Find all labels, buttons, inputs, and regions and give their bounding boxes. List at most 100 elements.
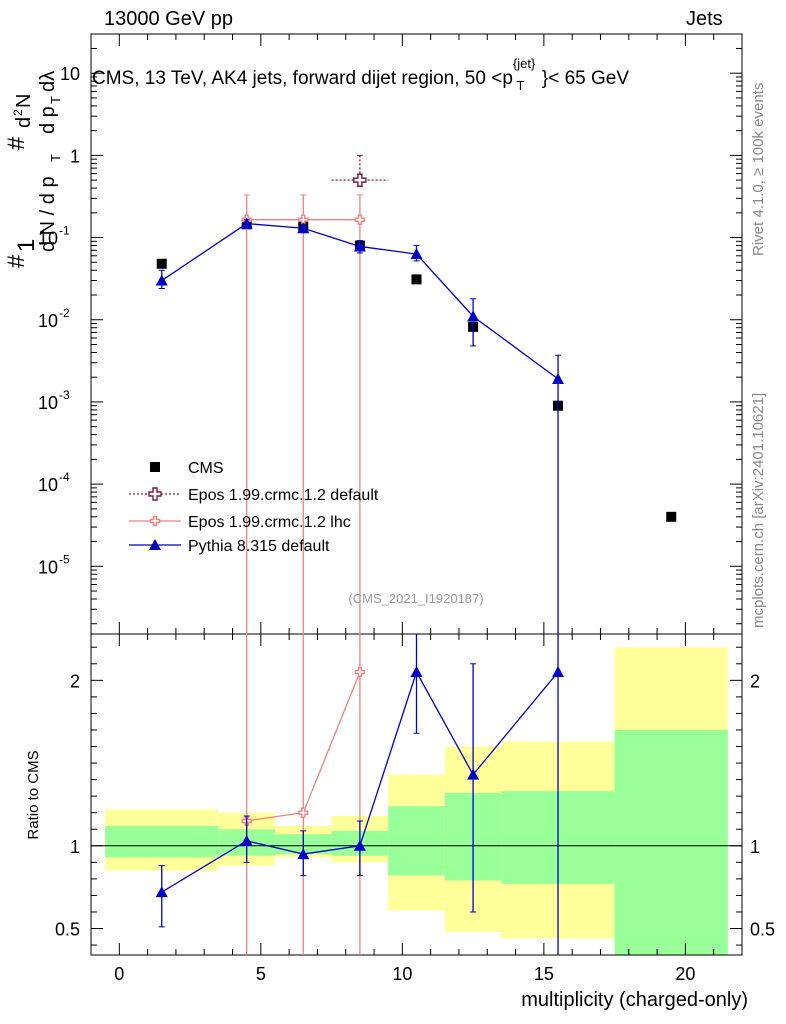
legend-entry-2: Epos 1.99.crmc.1.2 lhc xyxy=(129,514,351,531)
analysis-watermark: (CMS_2021_I1920187) xyxy=(348,591,483,606)
y-tick-label-1: 10 -4 xyxy=(38,470,70,495)
main-point-3-6 xyxy=(552,373,565,385)
ratio-point-1-1 xyxy=(240,834,253,846)
analysis-type-label: Jets xyxy=(686,8,723,30)
mcplots-label: mcplots.cern.ch [arXiv:2401.10621] xyxy=(750,393,767,628)
ylabel-hash: # xyxy=(3,254,30,268)
x-tick-label-0: 0 xyxy=(114,964,124,984)
ratio-y-tick-label-left-0: 0.5 xyxy=(55,920,80,940)
main-point-2-2 xyxy=(354,214,366,225)
ratio-point-0-1 xyxy=(298,807,309,818)
y-tick-label-3: 10 -2 xyxy=(38,306,70,331)
ratio-point-1-4 xyxy=(410,666,423,678)
ylabel-dlambda: dλ xyxy=(37,71,59,92)
ratio-band-green-0 xyxy=(105,825,219,858)
plot-title-sup: {jet} xyxy=(512,56,536,71)
y-tick-label-exp-1: -4 xyxy=(59,470,70,484)
y-tick-label-base-3: 10 xyxy=(38,311,58,331)
ratio-series-1 xyxy=(155,634,565,955)
ylabel-n: N xyxy=(13,94,35,108)
main-point-0-4 xyxy=(411,274,422,285)
y-tick-label-6: 10 xyxy=(60,64,80,84)
main-point-3-3 xyxy=(353,240,366,252)
legend-entry-3: Pythia 8.315 default xyxy=(129,538,330,555)
legend-marker-1 xyxy=(148,487,162,501)
main-series-3 xyxy=(155,217,565,634)
main-point-3-0 xyxy=(155,274,168,286)
ratio-band-green-4 xyxy=(388,806,445,876)
plot-title-part-1: CMS, 13 TeV, AK4 jets, forward dijet reg… xyxy=(92,68,513,89)
y-tick-label-exp-4: -1 xyxy=(59,224,70,238)
main-point-0-7 xyxy=(666,511,677,522)
ratio-point-1-5 xyxy=(467,768,480,780)
legend-label-1: Epos 1.99.crmc.1.2 default xyxy=(188,487,379,504)
main-point-1-0 xyxy=(353,173,367,187)
ylabel-t-sub-2: T xyxy=(48,96,63,104)
ratio-y-tick-label-left-1: 1 xyxy=(70,837,80,857)
ylabel-dpt: d p xyxy=(37,106,59,134)
y-tick-label-base-2: 10 xyxy=(38,393,58,413)
y-tick-label-exp-2: -3 xyxy=(59,388,70,402)
ratio-band-green-7 xyxy=(614,729,728,955)
energy-beam-label: 13000 GeV pp xyxy=(104,8,233,30)
legend-entry-1: Epos 1.99.crmc.1.2 default xyxy=(129,487,379,504)
y-tick-label-text-5: 1 xyxy=(70,146,80,166)
ylabel-dn: d N / d p xyxy=(37,176,59,252)
y-tick-label-base-1: 10 xyxy=(38,475,58,495)
plot-title: CMS, 13 TeV, AK4 jets, forward dijet reg… xyxy=(92,56,630,93)
data-series xyxy=(155,154,677,955)
x-tick-label-2: 10 xyxy=(392,964,412,984)
ylabel-t-sub: T xyxy=(48,154,63,162)
plot-title-sub: T xyxy=(516,78,525,93)
legend-label-2: Epos 1.99.crmc.1.2 lhc xyxy=(188,514,351,531)
ylabel-one: 1 xyxy=(13,239,40,252)
ratio-y-tick-label-right-1: 1 xyxy=(750,837,760,857)
x-tick-label-3: 15 xyxy=(534,964,554,984)
ylabel-d2n: d xyxy=(13,117,35,128)
ylabel-sup2: 2 xyxy=(11,109,25,116)
ratio-y-tick-label-right-0: 0.5 xyxy=(750,920,775,940)
main-series-2 xyxy=(241,194,366,634)
legend-marker-0 xyxy=(150,462,160,472)
legend-label-0: CMS xyxy=(188,460,224,477)
ratio-point-1-3 xyxy=(353,839,366,851)
y-tick-label-2: 10 -3 xyxy=(38,388,70,413)
plot-title-part-2: }< 65 GeV xyxy=(541,68,630,89)
legend-marker-2 xyxy=(149,515,161,527)
y-tick-label-base-4: 10 xyxy=(38,229,58,249)
legend-label-3: Pythia 8.315 default xyxy=(188,538,330,555)
y-tick-label-4: 10 -1 xyxy=(38,224,70,249)
ratio-point-0-2 xyxy=(354,666,366,678)
x-tick-label-4: 20 xyxy=(675,964,695,984)
main-ylabel: # 1 d N / d p T # d 2 N d p T dλ xyxy=(3,71,63,268)
y-tick-label-text-6: 10 xyxy=(60,64,80,84)
legend-entry-0: CMS xyxy=(150,460,224,477)
x-tick-label-1: 5 xyxy=(256,964,266,984)
main-series-0 xyxy=(156,219,677,522)
y-tick-label-base-0: 10 xyxy=(38,557,58,577)
ylabel-hash-2: # xyxy=(3,136,30,150)
y-tick-label-exp-3: -2 xyxy=(59,306,70,320)
x-axis-label: multiplicity (charged-only) xyxy=(521,989,748,1011)
main-series-1 xyxy=(331,154,389,187)
main-point-3-4 xyxy=(410,248,423,260)
y-tick-label-0: 10 -5 xyxy=(38,552,70,577)
ratio-y-tick-label-left-2: 2 xyxy=(70,671,80,691)
ratio-point-1-0 xyxy=(155,886,168,898)
y-tick-label-5: 1 xyxy=(70,146,80,166)
main-point-3-5 xyxy=(467,310,480,322)
main-point-0-0 xyxy=(156,258,167,269)
main-point-3-1 xyxy=(240,217,253,229)
ratio-series-0 xyxy=(241,634,366,955)
main-point-3-2 xyxy=(297,222,310,234)
y-tick-label-exp-0: -5 xyxy=(59,552,70,566)
ratio-y-tick-label-right-2: 2 xyxy=(750,671,760,691)
ratio-point-1-6 xyxy=(552,666,565,678)
legend: CMS Epos 1.99.crmc.1.2 default Epos 1.99.c… xyxy=(129,460,379,555)
ratio-ylabel: Ratio to CMS xyxy=(25,750,42,839)
rivet-version-label: Rivet 4.1.0, ≥ 100k events xyxy=(750,83,767,256)
ratio-point-1-2 xyxy=(297,848,310,860)
legend-marker-3 xyxy=(149,539,161,550)
